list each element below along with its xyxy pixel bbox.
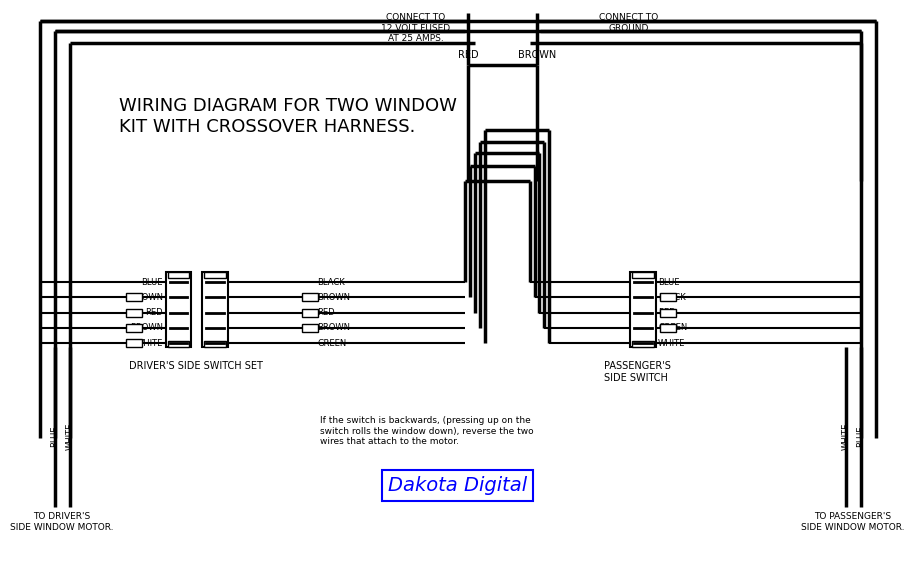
Text: WHITE: WHITE [842, 422, 850, 450]
Text: WHITE: WHITE [658, 339, 685, 348]
Text: TO DRIVER'S
SIDE WINDOW MOTOR.: TO DRIVER'S SIDE WINDOW MOTOR. [10, 513, 113, 532]
Bar [126, 293, 142, 301]
Text: CONNECT TO
GROUND: CONNECT TO GROUND [598, 13, 658, 32]
Bar [167, 341, 189, 347]
Bar [632, 272, 654, 278]
Text: BROWN: BROWN [317, 293, 350, 302]
Bar [660, 308, 676, 316]
Bar [126, 340, 142, 347]
Text: WHITE: WHITE [135, 339, 163, 348]
Text: BLUE: BLUE [50, 425, 59, 447]
Bar [660, 293, 676, 301]
Bar [166, 272, 191, 347]
Text: DRIVER'S SIDE SWITCH SET: DRIVER'S SIDE SWITCH SET [129, 361, 264, 371]
Bar [204, 341, 226, 347]
Text: CONNECT TO
12 VOLT FUSED
AT 25 AMPS.: CONNECT TO 12 VOLT FUSED AT 25 AMPS. [382, 13, 450, 43]
Text: BROWN: BROWN [130, 293, 163, 302]
Text: If the switch is backwards, (pressing up on the
switch rolls the window down), r: If the switch is backwards, (pressing up… [320, 417, 533, 446]
Text: WHITE: WHITE [65, 422, 74, 450]
Text: GREEN: GREEN [317, 339, 346, 348]
Text: RED: RED [658, 308, 675, 317]
Text: RED: RED [317, 308, 335, 317]
Text: BLUE: BLUE [658, 277, 680, 286]
Bar [302, 324, 318, 332]
Text: GREEN: GREEN [658, 324, 687, 332]
Bar [302, 308, 318, 316]
Text: BROWN: BROWN [317, 324, 350, 332]
Text: BLUE: BLUE [141, 277, 163, 286]
Text: BLUE: BLUE [856, 425, 866, 447]
Text: RED: RED [145, 308, 163, 317]
Bar [302, 293, 318, 301]
Bar [167, 272, 189, 278]
Text: BROWN: BROWN [130, 324, 163, 332]
Bar [202, 272, 228, 347]
Bar [126, 308, 142, 316]
Text: Dakota Digital: Dakota Digital [388, 476, 527, 495]
Bar [630, 272, 656, 347]
Text: BROWN: BROWN [518, 50, 556, 60]
Bar [204, 272, 226, 278]
Text: RED: RED [458, 50, 479, 60]
Text: TO PASSENGER'S
SIDE WINDOW MOTOR.: TO PASSENGER'S SIDE WINDOW MOTOR. [802, 513, 905, 532]
Bar [126, 324, 142, 332]
Text: PASSENGER'S
SIDE SWITCH: PASSENGER'S SIDE SWITCH [604, 361, 671, 383]
Bar [632, 341, 654, 347]
Text: BLACK: BLACK [317, 277, 345, 286]
Text: WIRING DIAGRAM FOR TWO WINDOW
KIT WITH CROSSOVER HARNESS.: WIRING DIAGRAM FOR TWO WINDOW KIT WITH C… [119, 97, 458, 136]
Bar [660, 324, 676, 332]
Text: BLACK: BLACK [658, 293, 686, 302]
